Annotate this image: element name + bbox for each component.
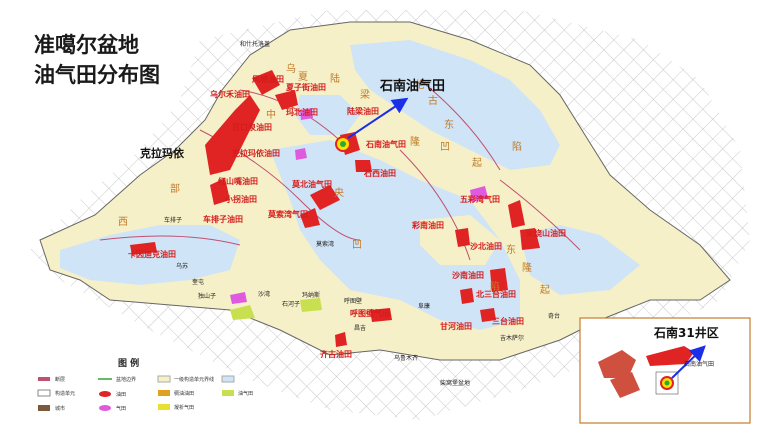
condensate-bodies bbox=[230, 298, 322, 320]
oilfield-label: 红山嘴油田 bbox=[218, 176, 258, 186]
oilfield-label: 五彩湾气田 bbox=[460, 194, 500, 204]
svg-text:车排子: 车排子 bbox=[164, 216, 182, 224]
map-title-line1: 准噶尔盆地 bbox=[34, 33, 139, 57]
svg-text:盆地边界: 盆地边界 bbox=[116, 376, 136, 383]
inset-area-label: 石南31井区 bbox=[653, 325, 719, 340]
inset-map: 石南31井区 石南油气田 bbox=[579, 317, 751, 424]
svg-text:一级构造单元界线: 一级构造单元界线 bbox=[174, 376, 214, 383]
svg-text:石南油气田: 石南油气田 bbox=[684, 360, 714, 368]
svg-text:东: 东 bbox=[506, 243, 516, 256]
svg-text:凹: 凹 bbox=[440, 142, 450, 153]
callout-arrow bbox=[347, 97, 409, 139]
oilfield-label: 风城油田 bbox=[252, 74, 284, 84]
oilfield-label: 百口泉油田 bbox=[232, 122, 272, 132]
svg-text:莫索湾: 莫索湾 bbox=[316, 240, 334, 248]
svg-text:西: 西 bbox=[118, 217, 128, 228]
oilfield-label: 彩南油田 bbox=[411, 220, 444, 230]
svg-text:梁: 梁 bbox=[360, 88, 370, 101]
svg-text:伦: 伦 bbox=[415, 78, 425, 91]
oilfield-label: 莫北油气田 bbox=[291, 179, 332, 189]
oilfield-label: 乌尔禾油田 bbox=[210, 89, 250, 99]
svg-text:独山子: 独山子 bbox=[198, 292, 216, 300]
oilfield-label: 小拐油田 bbox=[224, 194, 257, 204]
svg-text:部: 部 bbox=[170, 182, 180, 195]
oilfield-label: 石南油气田 bbox=[365, 139, 406, 149]
svg-text:东: 东 bbox=[444, 118, 454, 131]
svg-text:起: 起 bbox=[540, 284, 550, 296]
oilfield-label: 克拉玛依油田 bbox=[232, 148, 280, 158]
svg-text:构造单元: 构造单元 bbox=[55, 390, 75, 397]
oilfield-label: 卡因迪克油田 bbox=[128, 249, 176, 259]
svg-text:乌: 乌 bbox=[286, 62, 296, 75]
callout-field-label: 石南油气田 bbox=[379, 78, 445, 94]
oilfield-label: 北三台油田 bbox=[476, 289, 516, 299]
oilfield-label: 玛北油田 bbox=[286, 107, 318, 117]
tectonic-labels: 乌 夏 陆 中 梁 伦 古 东 隆 起 凹 陷 西 部 东 隆 起 央 凹 陷 bbox=[118, 62, 550, 296]
oilfield-label: 车排子油田 bbox=[203, 214, 243, 224]
svg-text:断层: 断层 bbox=[55, 376, 65, 383]
oilfield-label: 甘河油田 bbox=[440, 321, 472, 331]
svg-text:昌吉: 昌吉 bbox=[354, 325, 366, 332]
svg-text:凹: 凹 bbox=[352, 240, 362, 251]
gas-bodies bbox=[230, 108, 488, 304]
svg-text:柴窝堡盆地: 柴窝堡盆地 bbox=[440, 379, 470, 387]
svg-text:阜康: 阜康 bbox=[418, 302, 430, 310]
oilfield-label: 三台油田 bbox=[492, 316, 524, 326]
depression-west bbox=[60, 225, 240, 285]
svg-text:隆: 隆 bbox=[410, 135, 420, 148]
svg-text:稠油油田: 稠油油田 bbox=[174, 390, 194, 397]
depression-central bbox=[270, 140, 520, 330]
oilfield-label: 齐古油田 bbox=[319, 349, 352, 359]
svg-text:奇台: 奇台 bbox=[548, 312, 560, 320]
oilfield-label: 莫索湾气田 bbox=[267, 209, 308, 219]
svg-text:乌鲁木齐: 乌鲁木齐 bbox=[394, 354, 418, 362]
svg-text:乌苏: 乌苏 bbox=[176, 262, 188, 270]
kelamayi-label: 克拉玛依 bbox=[140, 146, 185, 160]
oilfield-label: 夏子街油田 bbox=[285, 82, 326, 92]
oilfield-label: 沙北油田 bbox=[470, 241, 502, 251]
depression-small bbox=[295, 95, 360, 135]
oilfield-label: 沙南油田 bbox=[452, 270, 484, 280]
svg-text:图 例: 图 例 bbox=[118, 357, 139, 369]
svg-text:陆: 陆 bbox=[330, 72, 340, 85]
city-labels: 和什托洛盖 车排子 乌苏 奎屯 独山子 沙湾 石河子 玛纳斯 呼图壁 昌吉 阜康… bbox=[164, 40, 560, 387]
svg-text:城市: 城市 bbox=[55, 405, 65, 412]
svg-text:和什托洛盖: 和什托洛盖 bbox=[240, 40, 270, 48]
svg-text:呼图壁: 呼图壁 bbox=[344, 297, 362, 305]
svg-text:陷: 陷 bbox=[490, 280, 500, 293]
oilfield-label: 陆梁油田 bbox=[347, 106, 379, 116]
svg-text:凝析气田: 凝析气田 bbox=[174, 404, 194, 411]
depression-northeast bbox=[350, 40, 560, 170]
svg-text:沙湾: 沙湾 bbox=[258, 290, 270, 298]
svg-text:玛纳斯: 玛纳斯 bbox=[302, 291, 320, 299]
svg-text:中: 中 bbox=[266, 108, 276, 121]
svg-text:夏: 夏 bbox=[298, 71, 308, 83]
depression-east bbox=[520, 225, 640, 295]
legend: 图 例 断层 构造单元 城市 盆地边界 油田 气田 一级构造单元界线 稠油油田 … bbox=[37, 357, 253, 412]
svg-text:陷: 陷 bbox=[512, 140, 522, 153]
map-title-line2: 油气田分布图 bbox=[34, 63, 160, 87]
svg-text:央: 央 bbox=[334, 186, 344, 199]
svg-text:古: 古 bbox=[428, 94, 438, 107]
svg-text:气田: 气田 bbox=[116, 405, 126, 412]
svg-text:油田: 油田 bbox=[116, 391, 126, 398]
svg-text:奎屯: 奎屯 bbox=[192, 278, 204, 286]
svg-text:石河子: 石河子 bbox=[282, 300, 300, 308]
svg-text:油气田: 油气田 bbox=[238, 390, 253, 397]
oilfield-label: 火烧山油田 bbox=[526, 228, 566, 238]
oilfield-labels: 风城油田 乌尔禾油田 夏子街油田 玛北油田 百口泉油田 陆梁油田 克拉玛依油田 … bbox=[128, 74, 566, 359]
svg-text:起: 起 bbox=[472, 157, 482, 169]
oilfield-label: 呼图壁气田 bbox=[350, 308, 390, 318]
oilfield-label: 石西油田 bbox=[363, 168, 396, 178]
svg-text:吉木萨尔: 吉木萨尔 bbox=[500, 334, 524, 342]
svg-text:隆: 隆 bbox=[522, 261, 532, 274]
